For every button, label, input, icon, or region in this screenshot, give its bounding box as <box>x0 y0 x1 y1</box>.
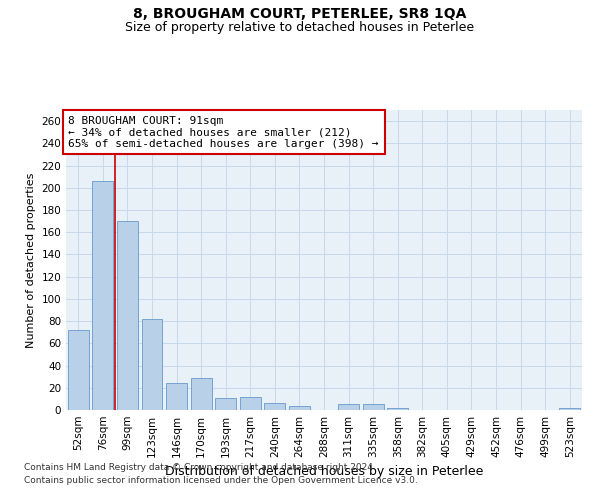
Bar <box>265 404 286 410</box>
Bar <box>338 404 359 410</box>
Bar <box>142 319 163 410</box>
Bar <box>559 408 580 410</box>
Text: Size of property relative to detached houses in Peterlee: Size of property relative to detached ho… <box>125 21 475 34</box>
Text: Contains public sector information licensed under the Open Government Licence v3: Contains public sector information licen… <box>24 476 418 485</box>
Text: 8 BROUGHAM COURT: 91sqm
← 34% of detached houses are smaller (212)
65% of semi-d: 8 BROUGHAM COURT: 91sqm ← 34% of detache… <box>68 116 379 149</box>
Y-axis label: Number of detached properties: Number of detached properties <box>26 172 36 348</box>
X-axis label: Distribution of detached houses by size in Peterlee: Distribution of detached houses by size … <box>165 466 483 478</box>
Bar <box>240 396 261 410</box>
Bar <box>289 406 310 410</box>
Bar <box>362 404 383 410</box>
Bar <box>117 221 138 410</box>
Bar <box>215 398 236 410</box>
Bar <box>92 181 113 410</box>
Bar <box>191 378 212 410</box>
Bar <box>68 330 89 410</box>
Text: 8, BROUGHAM COURT, PETERLEE, SR8 1QA: 8, BROUGHAM COURT, PETERLEE, SR8 1QA <box>133 8 467 22</box>
Bar <box>166 384 187 410</box>
Text: Contains HM Land Registry data © Crown copyright and database right 2024.: Contains HM Land Registry data © Crown c… <box>24 464 376 472</box>
Bar <box>387 408 408 410</box>
